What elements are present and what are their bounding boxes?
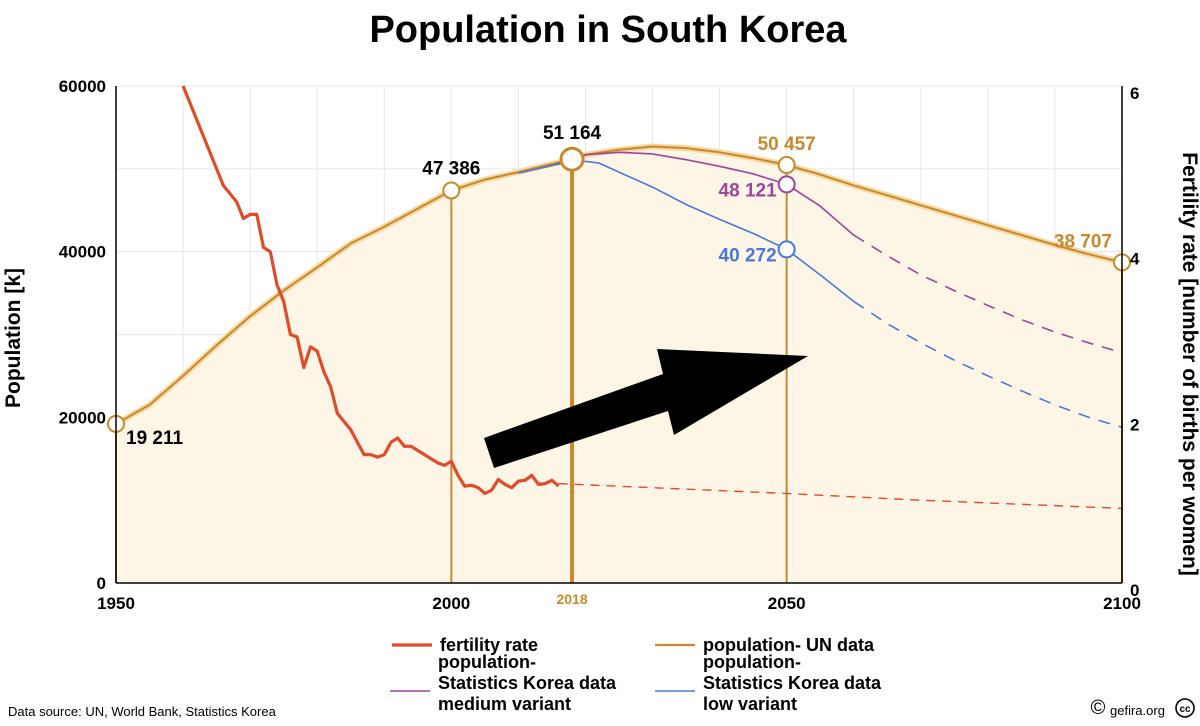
- y2-tick-label: 4: [1130, 250, 1140, 269]
- data-labels: 19 211 47 386 51 164 50 457 48 121 40 272 38 7…: [126, 123, 1112, 449]
- marker-2050-48121: [777, 175, 796, 194]
- legend: fertility rate population- UN datapopulat…: [390, 635, 882, 714]
- y2-axis-label: Fertility rate [number of births per wom…: [1178, 152, 1200, 576]
- data-label: 47 386: [422, 158, 480, 179]
- medium-variant-projection: [853, 234, 1123, 354]
- un-series-line: [115, 145, 1123, 425]
- credit-text: gefira.org: [1110, 703, 1165, 718]
- legend-label-medium: Statistics Korea data: [438, 673, 617, 693]
- y-axis-label: Population [k]: [2, 268, 25, 408]
- copyright-icon: ©: [1091, 697, 1106, 719]
- marker-2018-51164: [559, 146, 585, 172]
- data-source: Data source: UN, World Bank, Statistics …: [8, 704, 277, 719]
- x-tick-label: 2000: [432, 594, 470, 613]
- legend-label-medium: population-: [438, 652, 536, 672]
- marker-2000-47386: [442, 181, 461, 200]
- axes: [115, 86, 1123, 584]
- data-label: 48 121: [719, 180, 778, 201]
- y2-tick-label: 2: [1130, 415, 1139, 434]
- data-label: 40 272: [719, 245, 777, 266]
- y-tick-label: 60000: [59, 77, 106, 96]
- legend-label-low: low variant: [703, 694, 797, 714]
- low-variant-projection: [853, 300, 1123, 429]
- y2-tick-label: 6: [1130, 84, 1139, 103]
- legend-label-low: Statistics Korea data: [703, 673, 882, 693]
- chart-title: Population in South Korea: [369, 9, 847, 51]
- fertility-line: [181, 85, 560, 496]
- x-tick-label: 2100: [1103, 594, 1141, 613]
- population-area: [116, 146, 1122, 583]
- x-tick-label: 1950: [97, 594, 135, 613]
- marker-2050-40272: [777, 240, 796, 259]
- population-area-fill: [116, 146, 1122, 583]
- data-label: 38 707: [1054, 231, 1112, 252]
- credit: © gefira.org cc: [1091, 697, 1195, 719]
- legend-label-low: population-: [703, 652, 801, 672]
- x-tick-label-2018: 2018: [556, 591, 587, 607]
- legend-label-fertility: fertility rate: [440, 635, 538, 655]
- data-label: 50 457: [758, 134, 816, 155]
- y-tick-label: 20000: [59, 408, 106, 427]
- data-label: 51 164: [543, 123, 602, 144]
- cc-icon: [1175, 698, 1195, 718]
- x-tick-label: 2050: [768, 594, 806, 613]
- marker-2050-50457: [777, 156, 796, 175]
- legend-label-un: population- UN data: [703, 635, 875, 655]
- data-label: 19 211: [126, 428, 183, 449]
- y-tick-label: 0: [97, 574, 106, 593]
- trend-arrow-shape: [484, 349, 808, 468]
- cc-icon-text: cc: [1179, 704, 1191, 715]
- trend-arrow: [484, 349, 808, 468]
- fertility-projection: [558, 482, 1123, 510]
- legend-label-medium: medium variant: [438, 694, 571, 714]
- y2-tick-label: 0: [1130, 581, 1139, 600]
- tick-labels: 1950 2000 2050 2100 2018 0 20000 40000 60000 0 2 4 6: [59, 77, 1141, 613]
- y-tick-label: 40000: [59, 243, 106, 262]
